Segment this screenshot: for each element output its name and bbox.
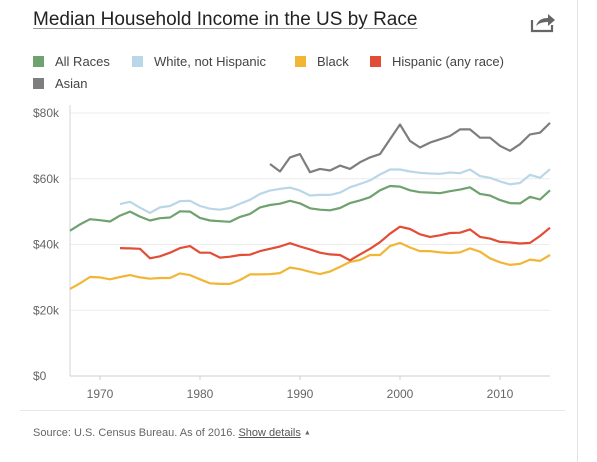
legend-label: Black [317,54,349,69]
y-tick-label: $40k [33,238,60,252]
source-note: Source: U.S. Census Bureau. As of 2016. [33,427,236,439]
legend-swatch [370,56,381,67]
series-line-all-races[interactable] [69,184,551,232]
series-line-hispanic-any-race[interactable] [119,225,551,262]
legend-swatch [295,56,306,67]
legend-label: White, not Hispanic [154,54,266,69]
legend-item-black[interactable]: Black [295,54,349,69]
series-line-asian[interactable] [269,122,551,174]
legend-swatch [33,56,44,67]
share-arrow-icon[interactable] [530,11,556,33]
legend-label: Hispanic (any race) [392,54,504,69]
footer-divider [20,410,565,411]
chart-footer: Source: U.S. Census Bureau. As of 2016. … [33,427,311,439]
legend-item-hispanic[interactable]: Hispanic (any race) [370,54,504,69]
x-tick-label: 1970 [87,387,114,401]
x-tick-label: 1980 [187,387,214,401]
x-tick-label: 1990 [287,387,314,401]
series-line-black[interactable] [69,241,551,290]
legend-label: Asian [55,76,88,91]
show-details-link[interactable]: Show details [238,427,300,439]
legend-item-all-races[interactable]: All Races [33,54,110,69]
line-chart: $0 $20k $40k $60k $80k 1970 1980 1990 2000 2010 [33,105,551,401]
legend-swatch [132,56,143,67]
y-tick-label: $20k [33,303,60,317]
caret-up-icon: ▲ [303,429,311,437]
chart-card: Median Household Income in the US by Rac… [20,0,578,462]
legend-label: All Races [55,54,110,69]
y-tick-label: $60k [33,172,60,186]
chart-title[interactable]: Median Household Income in the US by Rac… [33,9,418,30]
legend-swatch [33,78,44,89]
y-tick-label: $0 [33,369,47,383]
legend-item-asian[interactable]: Asian [33,76,88,91]
show-details-label: Show details [238,427,301,439]
series-line-white-not-hispanic[interactable] [119,168,551,214]
x-tick-label: 2000 [387,387,414,401]
legend-item-white-not-hispanic[interactable]: White, not Hispanic [132,54,266,69]
x-tick-label: 2010 [487,387,514,401]
y-tick-label: $80k [33,106,60,120]
